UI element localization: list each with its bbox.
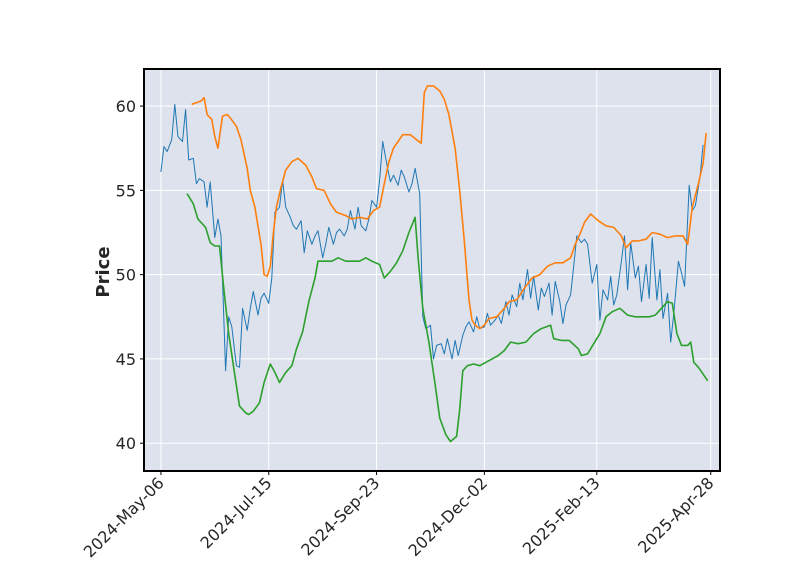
plot-area (144, 69, 720, 471)
x-tick-label: 2025-Apr-28 (634, 473, 717, 556)
y-axis-label: Price (93, 246, 114, 297)
x-tick-label: 2024-Sep-23 (297, 473, 383, 559)
plot-frame (143, 68, 721, 472)
x-tick-label: 2024-Dec-02 (405, 473, 492, 560)
x-tick-label: 2025-Feb-13 (519, 473, 604, 558)
series-line-2 (191, 85, 707, 330)
y-tick-label: 50 (116, 266, 136, 285)
y-tick-label: 60 (116, 97, 136, 116)
series-line-1 (160, 103, 704, 372)
y-tick-label: 40 (116, 434, 136, 453)
x-tick-label: 2024-Jul-15 (197, 473, 276, 552)
y-tick-label: 45 (116, 350, 136, 369)
series-line-3 (186, 193, 709, 443)
x-tick-label: 2024-May-06 (80, 473, 168, 561)
y-tick-label: 55 (116, 181, 136, 200)
